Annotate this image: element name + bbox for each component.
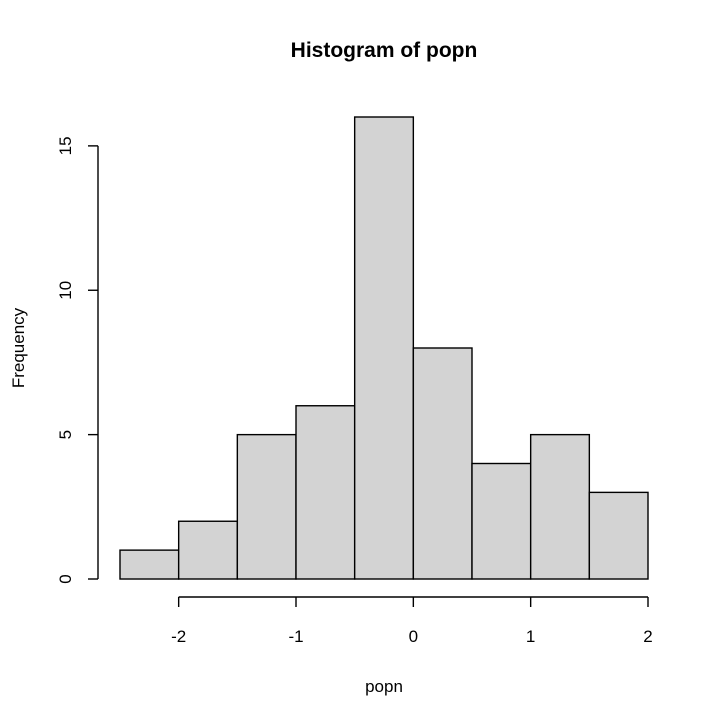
histogram-bar <box>177 520 239 580</box>
y-axis: 0 5 10 15 <box>56 136 99 584</box>
histogram-bar <box>236 433 297 580</box>
x-axis-label: popn <box>365 677 403 696</box>
x-tick-label: -2 <box>171 627 186 646</box>
bars-group <box>119 116 649 580</box>
histogram-bar <box>588 491 649 580</box>
y-tick-label: 15 <box>56 136 75 155</box>
y-tick-label: 0 <box>56 574 75 583</box>
y-tick-label: 10 <box>56 281 75 300</box>
x-tick-label: 0 <box>409 627 418 646</box>
x-axis: -2 -1 0 1 2 <box>171 596 653 646</box>
histogram-bar <box>529 433 591 580</box>
x-tick-label: 1 <box>526 627 535 646</box>
x-tick-label: -1 <box>288 627 303 646</box>
histogram-bar <box>471 462 532 580</box>
histogram-bar <box>412 347 473 580</box>
histogram-bar <box>353 116 415 580</box>
x-tick-label: 2 <box>643 627 652 646</box>
y-axis-label: Frequency <box>9 307 28 388</box>
histogram-bar <box>295 405 356 580</box>
histogram-bar <box>119 549 180 580</box>
y-tick-label: 5 <box>56 430 75 439</box>
chart-title: Histogram of popn <box>291 39 478 62</box>
